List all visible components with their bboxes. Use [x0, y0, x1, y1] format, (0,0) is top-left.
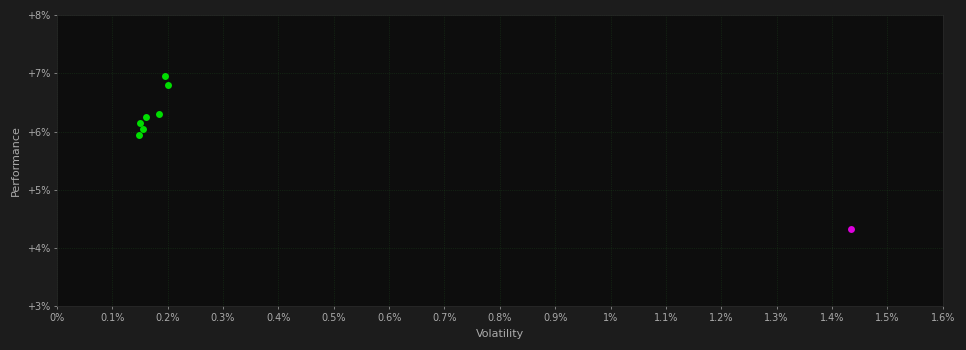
Point — [138, 114, 154, 120]
Point — [157, 74, 173, 79]
Y-axis label: Performance: Performance — [12, 125, 21, 196]
Point — [843, 227, 859, 232]
X-axis label: Volatility: Volatility — [475, 329, 524, 339]
Point — [131, 132, 147, 137]
Point — [160, 82, 176, 88]
Point — [135, 126, 151, 132]
Point — [132, 120, 148, 126]
Point — [152, 111, 167, 117]
